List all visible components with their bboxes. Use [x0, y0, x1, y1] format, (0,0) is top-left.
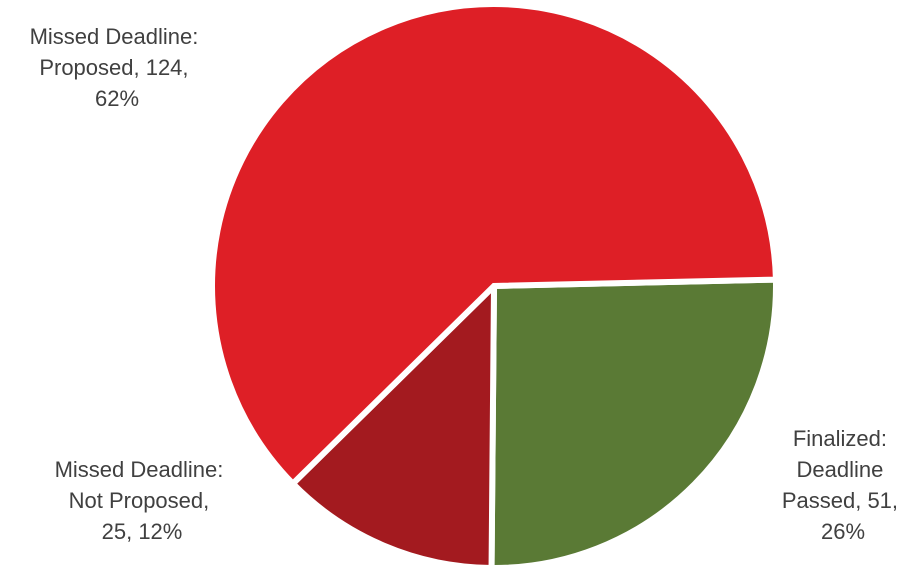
- slice-finalized-deadline-passed: [488, 276, 779, 571]
- data-label-line: Not Proposed,: [69, 488, 210, 513]
- pie-slices: [209, 1, 780, 571]
- data-label-line: Missed Deadline:: [30, 24, 199, 49]
- data-label-missed-deadline-not-proposed: Missed Deadline: Not Proposed, 25, 12%: [55, 457, 230, 544]
- data-label-line: 26%: [821, 519, 865, 544]
- data-label-line: 62%: [95, 86, 139, 111]
- slice-missed-deadline-not-proposed: [288, 278, 498, 571]
- data-label-line: Finalized:: [793, 426, 887, 451]
- data-label-finalized-deadline-passed: Finalized: Deadline Passed, 51, 26%: [782, 426, 904, 544]
- data-label-line: Proposed, 124,: [39, 55, 188, 80]
- data-label-line: Passed, 51,: [782, 488, 898, 513]
- slice-missed-deadline-proposed: [209, 1, 780, 488]
- data-label-line: Missed Deadline:: [55, 457, 224, 482]
- data-label-missed-deadline-proposed: Missed Deadline: Proposed, 124, 62%: [30, 24, 205, 111]
- data-label-line: Deadline: [797, 457, 884, 482]
- data-label-line: 25, 12%: [102, 519, 183, 544]
